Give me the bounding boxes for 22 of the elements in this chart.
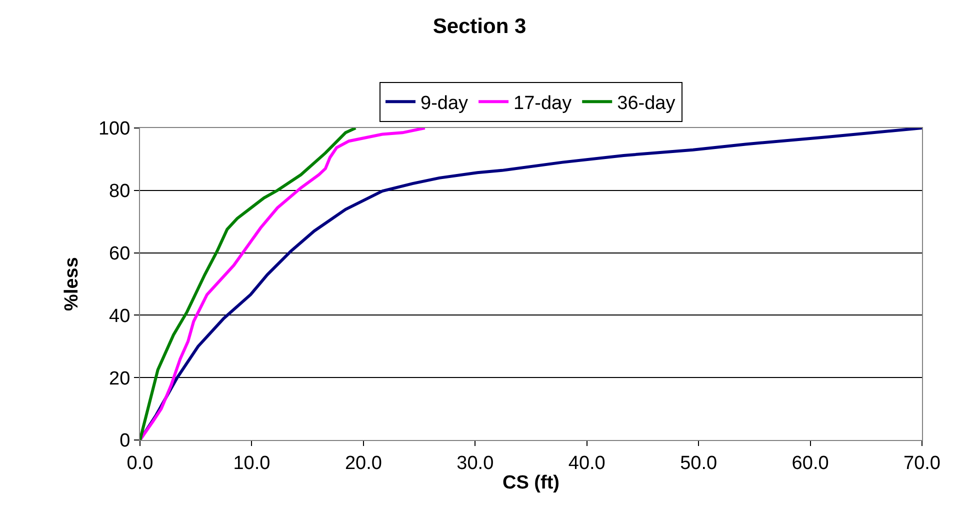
y-tick-label: 60 xyxy=(109,243,130,264)
x-tick-label: 60.0 xyxy=(792,452,829,474)
legend-label: 9-day xyxy=(420,93,469,114)
y-tick-label: 40 xyxy=(109,306,130,327)
x-tick-label: 30.0 xyxy=(456,452,494,474)
x-tick-label: 0.0 xyxy=(126,452,154,474)
x-axis-title: CS (ft) xyxy=(502,472,560,494)
line-series xyxy=(140,128,358,440)
y-tick-label: 100 xyxy=(98,118,130,140)
y-tick-label: 80 xyxy=(109,181,130,202)
y-tick-label: 0 xyxy=(120,430,130,452)
y-axis-title: %less xyxy=(61,257,82,311)
line-series xyxy=(140,128,426,440)
x-tick-label: 70.0 xyxy=(904,452,940,474)
x-tick-label: 10.0 xyxy=(233,452,270,474)
x-tick-label: 20.0 xyxy=(344,452,382,474)
chart-title: Section 3 xyxy=(432,14,526,38)
x-tick-label: 50.0 xyxy=(680,452,718,474)
legend-label: 36-day xyxy=(617,93,676,114)
x-tick-label: 40.0 xyxy=(568,452,606,474)
y-tick-label: 20 xyxy=(109,368,130,390)
legend-label: 17-day xyxy=(514,93,572,114)
